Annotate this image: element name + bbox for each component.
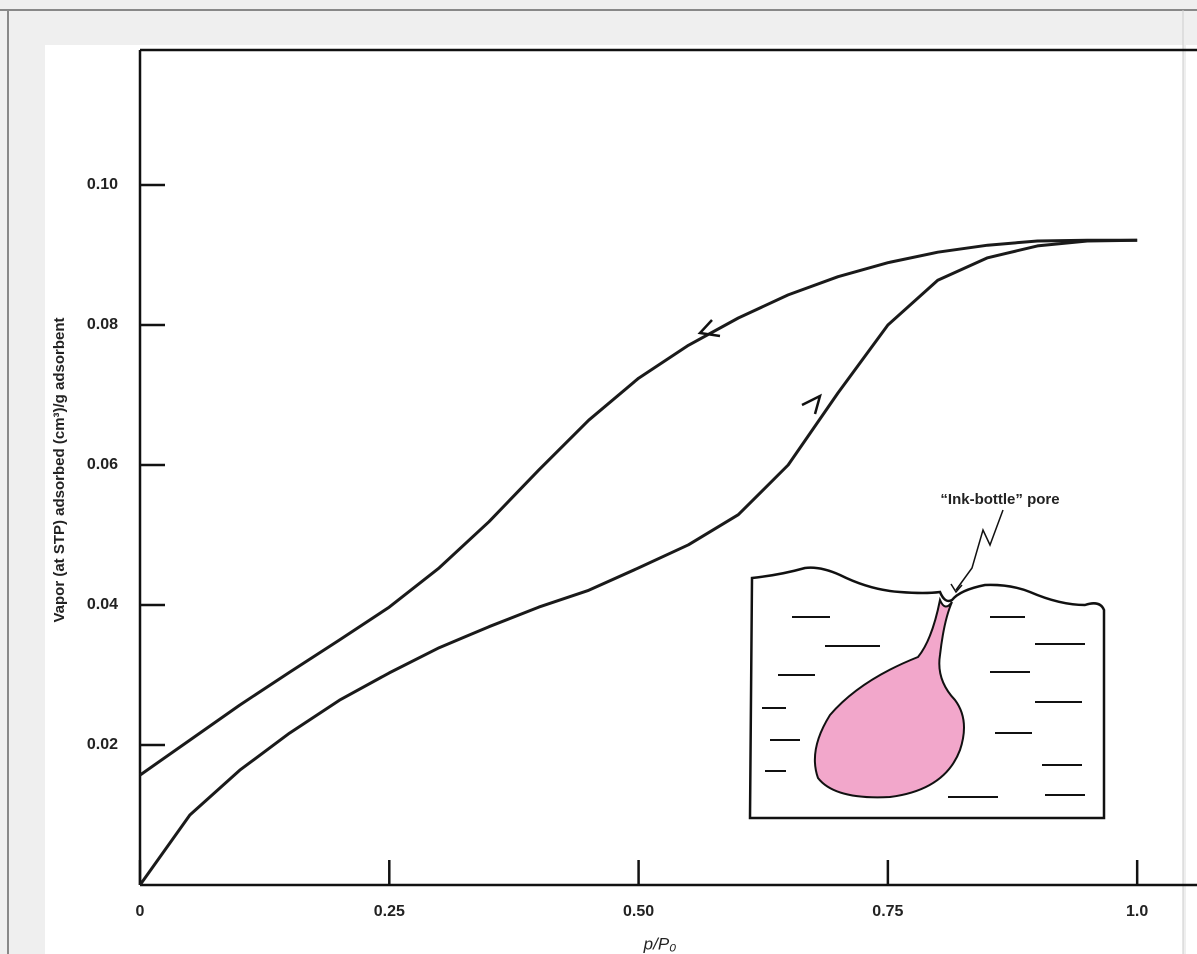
panel — [1186, 45, 1197, 954]
curve — [138, 238, 1138, 886]
x-tick-label: 0 — [136, 903, 145, 920]
direction-arrows — [697, 319, 822, 415]
x-tick-label: 1.0 — [1126, 903, 1148, 920]
inset-diagram — [748, 509, 1106, 820]
y-tick-label: 0.04 — [87, 596, 118, 613]
curve — [139, 238, 1138, 777]
y-tick-label: 0.02 — [87, 736, 118, 753]
x-tick-label: 0.75 — [872, 903, 903, 920]
y-tick-label: 0.08 — [87, 316, 118, 333]
annotation: “Ink-bottle” pore — [940, 491, 1059, 508]
y-tick-label: 0.10 — [87, 176, 118, 193]
x-axis-label: p/P₀ — [643, 934, 677, 953]
x-tick-label: 0.25 — [374, 903, 405, 920]
y-axis-label: Vapor (at STP) adsorbed (cm³)/g adsorben… — [51, 317, 68, 622]
x-tick-label: 0.50 — [623, 903, 654, 920]
y-tick-label: 0.06 — [87, 456, 118, 473]
